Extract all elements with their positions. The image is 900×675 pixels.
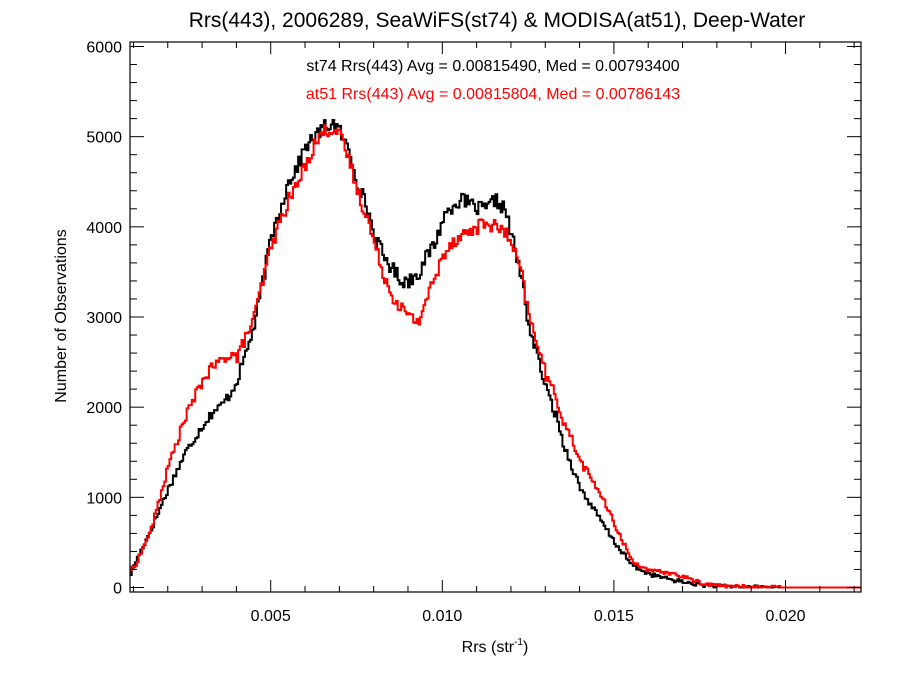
- y-tick-label: 0: [113, 580, 122, 597]
- y-tick-label: 6000: [86, 40, 122, 57]
- x-axis-label-end: ): [523, 639, 528, 656]
- x-tick-label: 0.015: [594, 608, 634, 625]
- x-tick-label: 0.020: [765, 608, 805, 625]
- y-tick-label: 5000: [86, 130, 122, 147]
- x-axis-label: Rrs (str-1): [462, 637, 529, 656]
- x-tick-label: 0.005: [251, 608, 291, 625]
- x-axis: 0.005 0.010 0.015 0.020: [132, 42, 855, 625]
- x-axis-label-main: Rrs (str: [462, 639, 515, 656]
- series-layer: [130, 119, 861, 589]
- y-axis: 0 1000 2000 3000 4000 5000 6000: [86, 40, 861, 597]
- y-tick-label: 4000: [86, 220, 122, 237]
- y-tick-label: 3000: [86, 310, 122, 327]
- plot-frame: [129, 41, 862, 593]
- legend-entry-at51: at51 Rrs(443) Avg = 0.00815804, Med = 0.…: [306, 86, 680, 103]
- series-line-st74: [130, 119, 861, 589]
- series-line-at51: [130, 124, 861, 589]
- x-tick-label: 0.010: [422, 608, 462, 625]
- legend-entry-st74: st74 Rrs(443) Avg = 0.00815490, Med = 0.…: [306, 58, 679, 75]
- y-axis-label: Number of Observations: [53, 229, 70, 402]
- chart-title: Rrs(443), 2006289, SeaWiFS(st74) & MODIS…: [189, 9, 806, 32]
- x-axis-label-superscript: -1: [514, 637, 523, 648]
- y-tick-label: 2000: [86, 400, 122, 417]
- y-tick-label: 1000: [86, 490, 122, 507]
